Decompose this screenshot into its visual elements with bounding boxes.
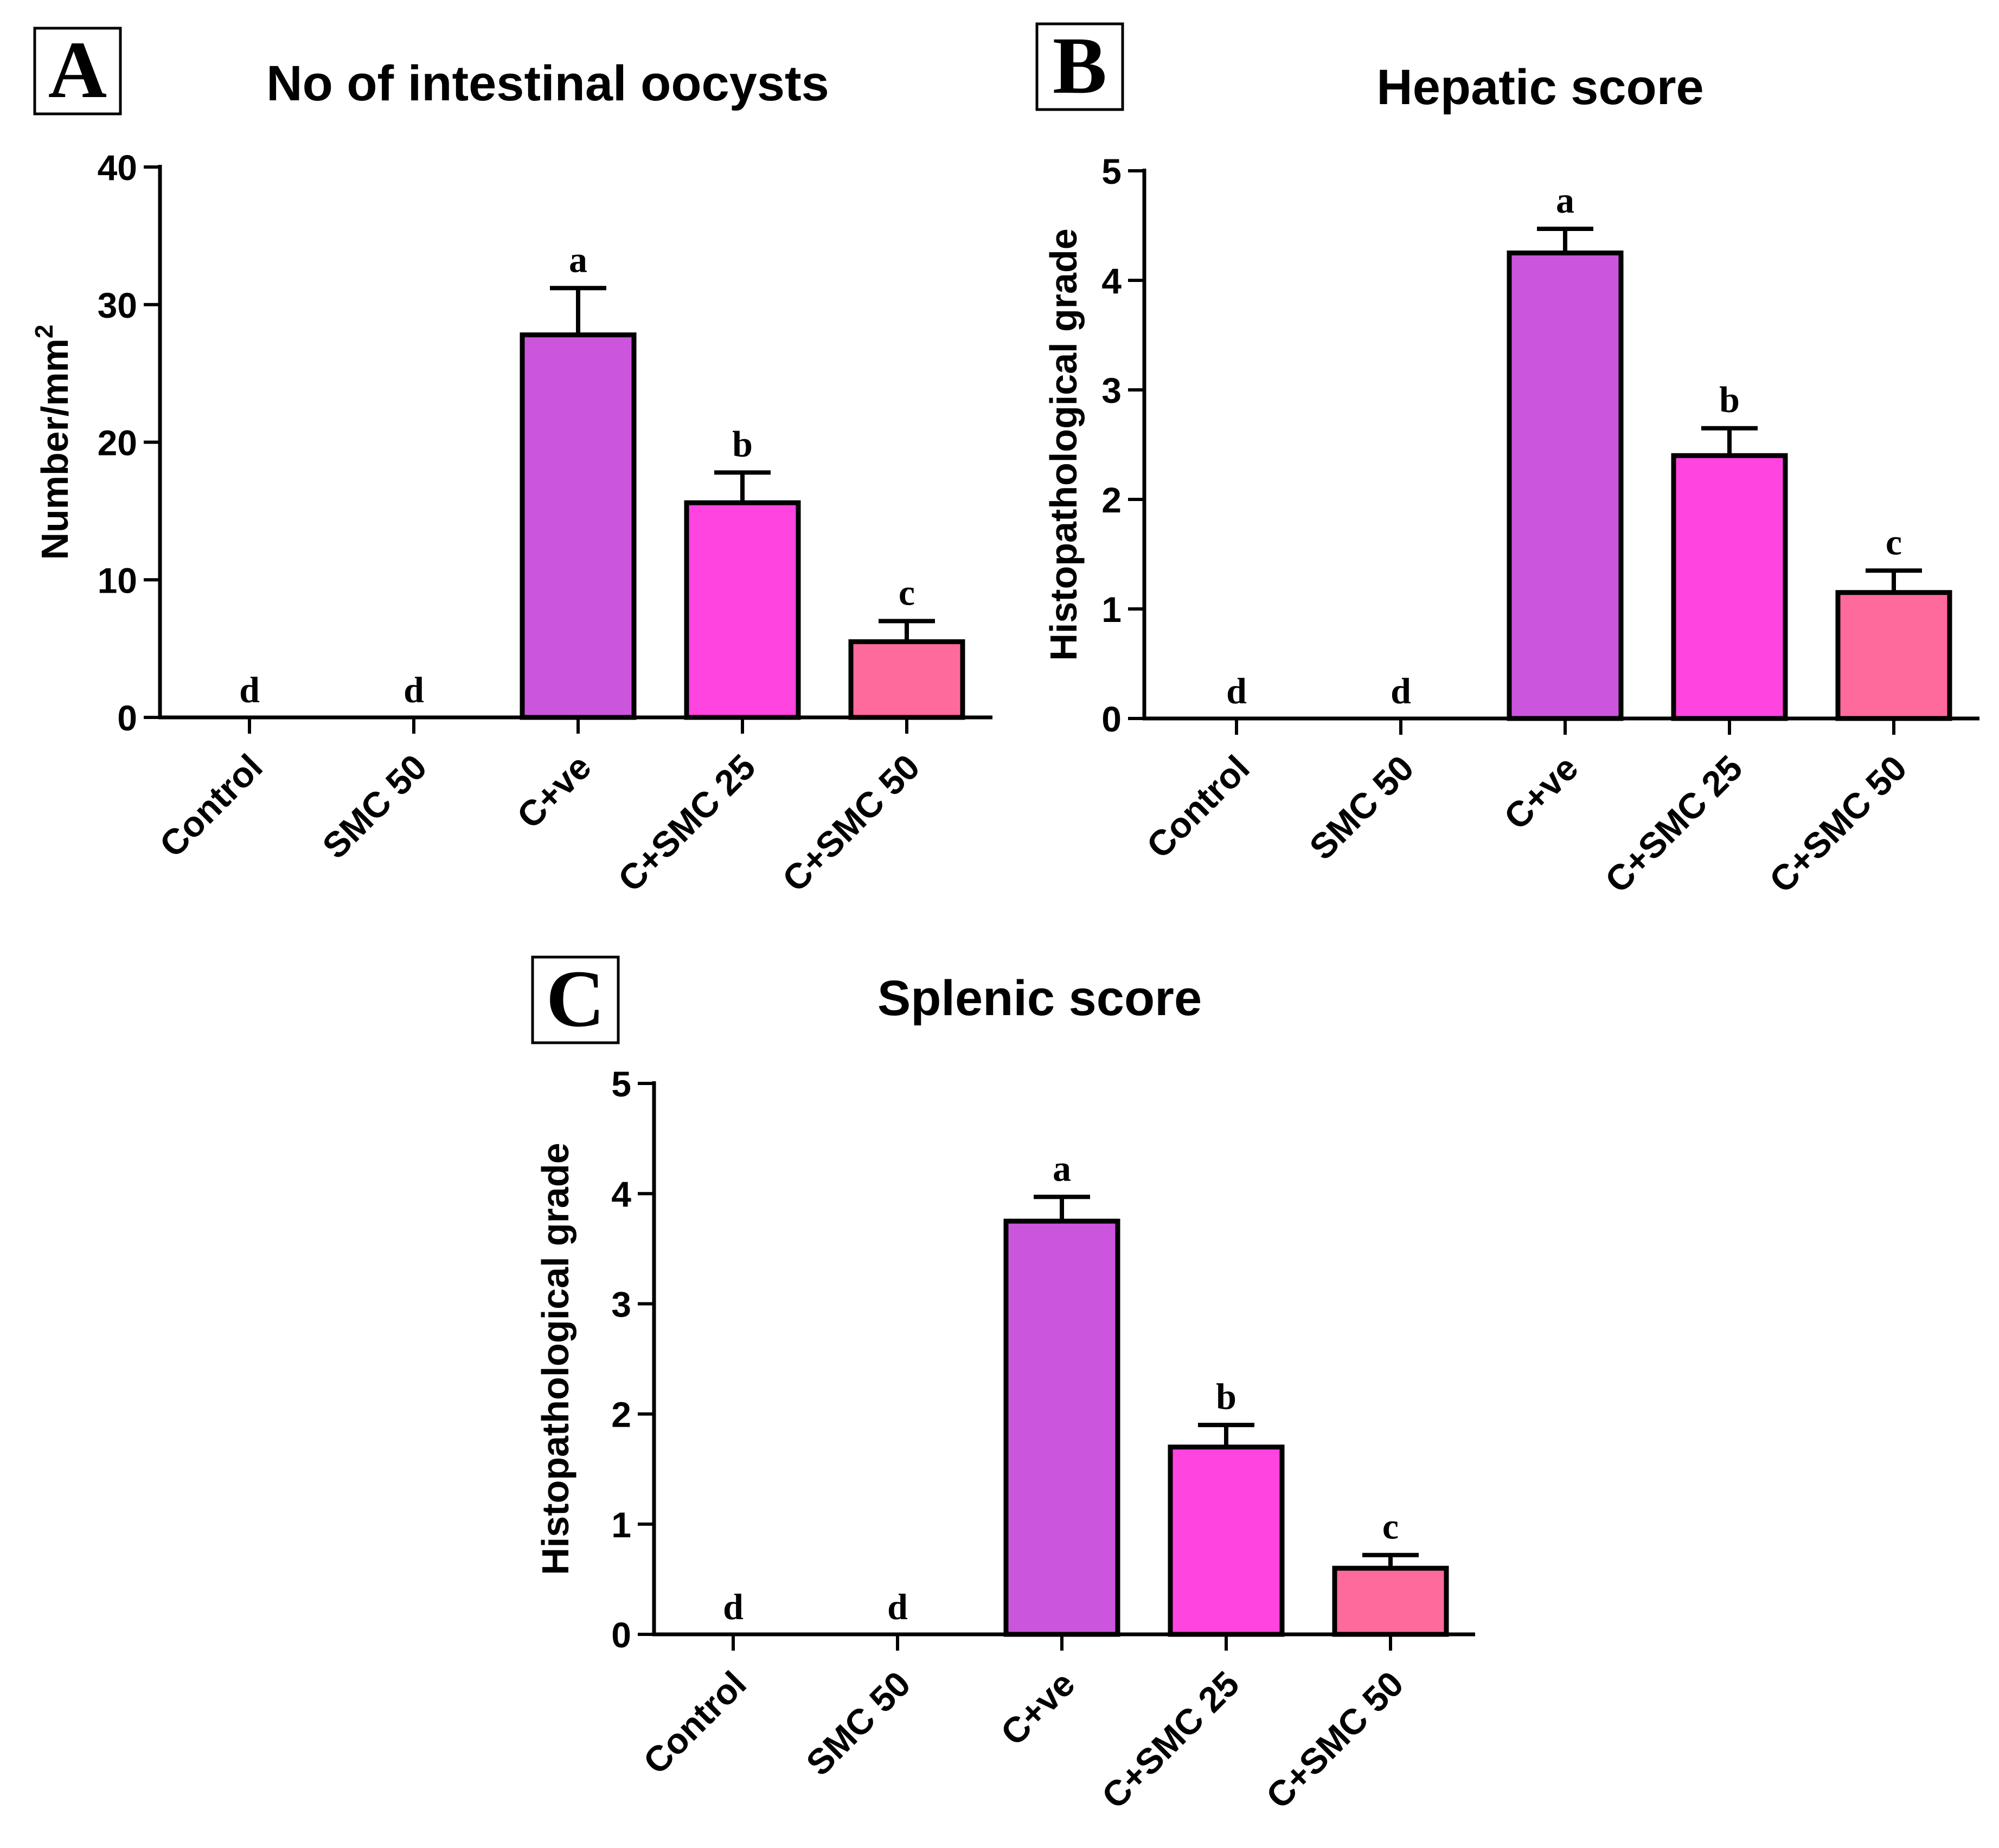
y-axis-label-text: Histopathological grade xyxy=(534,1143,576,1575)
significance-letter: d xyxy=(1391,670,1411,711)
x-tick-label: Control xyxy=(1139,748,1257,866)
significance-letter: c xyxy=(1886,521,1902,562)
x-tick-label: C+ve xyxy=(993,1664,1082,1753)
bar xyxy=(1332,1565,1449,1637)
y-tick-label: 0 xyxy=(1101,699,1122,739)
bar xyxy=(1003,1218,1120,1637)
y-axis-label-text: Number/mm xyxy=(34,338,76,560)
significance-letter: d xyxy=(887,1586,908,1627)
bar xyxy=(1507,251,1624,721)
panel-label: A xyxy=(48,25,107,115)
y-tick-label: 40 xyxy=(98,147,137,188)
significance-letter: d xyxy=(1226,670,1247,711)
panel-label-box xyxy=(531,955,620,1044)
x-tick-label: SMC 50 xyxy=(798,1664,918,1783)
y-tick-label: 4 xyxy=(611,1174,631,1214)
significance-letter: d xyxy=(723,1586,744,1627)
significance-letter: b xyxy=(1216,1376,1236,1417)
chart-title: Splenic score xyxy=(877,971,1202,1026)
x-tick-label: Control xyxy=(636,1664,754,1782)
y-tick-label: 3 xyxy=(611,1284,631,1324)
x-tick-label: C+SMC 25 xyxy=(1597,748,1750,901)
y-tick-label: 1 xyxy=(611,1505,631,1545)
x-tick-label: C+ve xyxy=(509,747,599,836)
y-tick-label: 0 xyxy=(611,1615,631,1655)
y-tick-label: 20 xyxy=(98,423,137,463)
significance-letter: b xyxy=(732,423,753,464)
y-tick-label: 3 xyxy=(1101,370,1122,410)
bar xyxy=(1671,453,1788,721)
y-tick-label: 30 xyxy=(98,285,137,325)
chart-title: No of intestinal oocysts xyxy=(266,56,829,111)
y-tick-label: 2 xyxy=(1101,480,1122,520)
x-tick-label: SMC 50 xyxy=(1302,748,1421,868)
bar xyxy=(520,332,637,720)
y-tick-label: 1 xyxy=(1101,589,1122,630)
bar xyxy=(684,500,801,720)
y-tick-label: 4 xyxy=(1101,261,1122,301)
y-axis-label: Histopathological grade xyxy=(534,1143,576,1575)
y-tick-label: 0 xyxy=(117,698,137,738)
x-tick-label: C+ve xyxy=(1496,748,1586,837)
y-tick-label: 2 xyxy=(611,1395,631,1435)
x-tick-label: C+SMC 50 xyxy=(774,747,927,900)
y-axis-label-superscript: 2 xyxy=(30,324,58,338)
panel-label-box xyxy=(33,27,122,116)
significance-letter: b xyxy=(1719,379,1740,420)
x-tick-label: Control xyxy=(152,747,270,865)
significance-letter: a xyxy=(569,239,587,280)
bar xyxy=(848,639,965,720)
y-tick-label: 5 xyxy=(611,1064,631,1104)
significance-letter: d xyxy=(403,669,424,710)
significance-letter: d xyxy=(239,669,260,710)
significance-letter: a xyxy=(1556,179,1574,221)
chart-title: Hepatic score xyxy=(1376,60,1703,115)
x-tick-label: C+SMC 50 xyxy=(1258,1664,1411,1817)
y-axis-label-text: Histopathological grade xyxy=(1042,228,1085,660)
significance-letter: a xyxy=(1053,1147,1071,1189)
x-tick-label: SMC 50 xyxy=(315,747,434,867)
y-axis-label: Histopathological grade xyxy=(1042,228,1085,660)
panel-label: C xyxy=(546,954,605,1044)
y-tick-label: 5 xyxy=(1101,151,1122,191)
significance-letter: c xyxy=(1382,1506,1399,1547)
panel-label-box xyxy=(1035,22,1124,111)
panel-label: B xyxy=(1053,21,1107,111)
y-axis-label: Number/mm2 xyxy=(30,324,76,560)
x-tick-label: C+SMC 25 xyxy=(1094,1664,1247,1817)
x-tick-label: C+SMC 25 xyxy=(610,747,763,900)
y-tick-label: 10 xyxy=(98,560,137,600)
bar xyxy=(1835,590,1952,721)
x-tick-label: C+SMC 50 xyxy=(1761,748,1914,901)
significance-letter: c xyxy=(899,572,915,613)
bar xyxy=(1168,1445,1285,1637)
